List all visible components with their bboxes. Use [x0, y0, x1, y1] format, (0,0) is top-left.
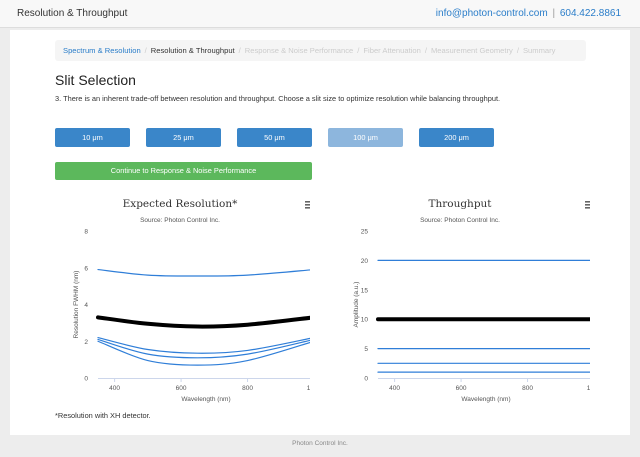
y-tick-label: 5 — [364, 346, 368, 353]
breadcrumb-item: Fiber Attenuation — [363, 46, 421, 55]
top-bar: Resolution & Throughput info@photon-cont… — [0, 0, 640, 28]
menu-icon-bar — [585, 204, 590, 206]
continue-button[interactable]: Continue to Response & Noise Performance — [55, 162, 312, 180]
slit-50um-button[interactable]: 50 μm — [237, 128, 312, 147]
series-line — [97, 268, 310, 277]
breadcrumb-separator: / — [424, 46, 427, 55]
menu-icon-bar — [305, 204, 310, 206]
x-axis-label: Wavelength (nm) — [461, 396, 510, 403]
breadcrumb-item: Measurement Geometry — [430, 46, 513, 55]
footer: Photon Control Inc. — [292, 440, 348, 447]
contact-separator: | — [552, 8, 556, 19]
breadcrumb-item[interactable]: Spectrum & Resolution — [63, 46, 141, 55]
main-card: Spectrum & Resolution / Resolution & Throu… — [10, 30, 630, 435]
breadcrumb: Spectrum & Resolution / Resolution & Throu… — [55, 40, 586, 61]
section-heading: Slit Selection — [55, 72, 136, 88]
chart-title: Expected Resolution* — [123, 198, 239, 210]
y-axis-label: Amplitude (a.u.) — [353, 282, 360, 328]
breadcrumb-separator: / — [516, 46, 519, 55]
y-tick-label: 6 — [84, 265, 88, 272]
series-line — [96, 315, 310, 329]
phone-link[interactable]: 604.422.8861 — [559, 8, 621, 19]
menu-icon-bar — [305, 201, 310, 203]
breadcrumb-item: Resolution & Throughput — [150, 46, 235, 55]
y-tick-label: 25 — [361, 229, 369, 236]
app-title: Resolution & Throughput — [17, 8, 128, 19]
slit-10um-button[interactable]: 10 μm — [55, 128, 130, 147]
breadcrumb-item: Response & Noise Performance — [244, 46, 354, 55]
y-tick-label: 0 — [364, 376, 368, 383]
breadcrumb-separator: / — [357, 46, 360, 55]
x-tick-label: 600 — [456, 385, 467, 392]
y-tick-label: 20 — [361, 258, 369, 265]
y-tick-label: 2 — [84, 339, 88, 346]
series-line — [97, 338, 310, 359]
y-tick-label: 15 — [361, 287, 369, 294]
y-tick-label: 8 — [84, 229, 88, 236]
y-tick-label: 0 — [84, 376, 88, 383]
resolution-chart: Expected Resolution* Source: Photon Contr… — [73, 198, 310, 403]
x-tick-label: 800 — [522, 385, 533, 392]
chart-menu-icon[interactable] — [305, 201, 310, 209]
slit-25um-button[interactable]: 25 μm — [146, 128, 221, 147]
breadcrumb-separator: / — [144, 46, 147, 55]
x-tick-label: 400 — [389, 385, 400, 392]
chart-subtitle: Source: Photon Control Inc. — [140, 217, 220, 224]
instructions-text: 3. There is an inherent trade-off betwee… — [55, 94, 501, 103]
slit-200um-button[interactable]: 200 μm — [419, 128, 494, 147]
chart-subtitle: Source: Photon Control Inc. — [420, 217, 500, 224]
chart-title: Throughput — [428, 198, 492, 210]
slit-100um-button[interactable]: 100 μm — [328, 128, 403, 147]
series-line — [97, 340, 310, 366]
series-line — [97, 336, 310, 354]
breadcrumb-item: Summary — [522, 46, 556, 55]
x-tick-label: 600 — [176, 385, 187, 392]
x-axis-label: Wavelength (nm) — [181, 396, 230, 403]
y-tick-label: 10 — [361, 317, 369, 324]
contact-info: info@photon-control.com | 604.422.8861 — [436, 8, 621, 19]
throughput-chart: Throughput Source: Photon Control Inc. 400… — [353, 198, 590, 403]
y-tick-label: 4 — [84, 302, 88, 309]
x-tick-label: 1000 — [307, 385, 310, 392]
x-tick-label: 800 — [242, 385, 253, 392]
x-tick-label: 400 — [109, 385, 120, 392]
chart-menu-icon[interactable] — [585, 201, 590, 209]
breadcrumb-separator: / — [238, 46, 241, 55]
menu-icon-bar — [585, 201, 590, 203]
footnote: *Resolution with XH detector. — [55, 411, 151, 420]
email-link[interactable]: info@photon-control.com — [435, 8, 548, 19]
x-tick-label: 1000 — [587, 385, 590, 392]
menu-icon-bar — [305, 207, 310, 209]
menu-icon-bar — [585, 207, 590, 209]
y-axis-label: Resolution FWHM (nm) — [73, 271, 80, 339]
